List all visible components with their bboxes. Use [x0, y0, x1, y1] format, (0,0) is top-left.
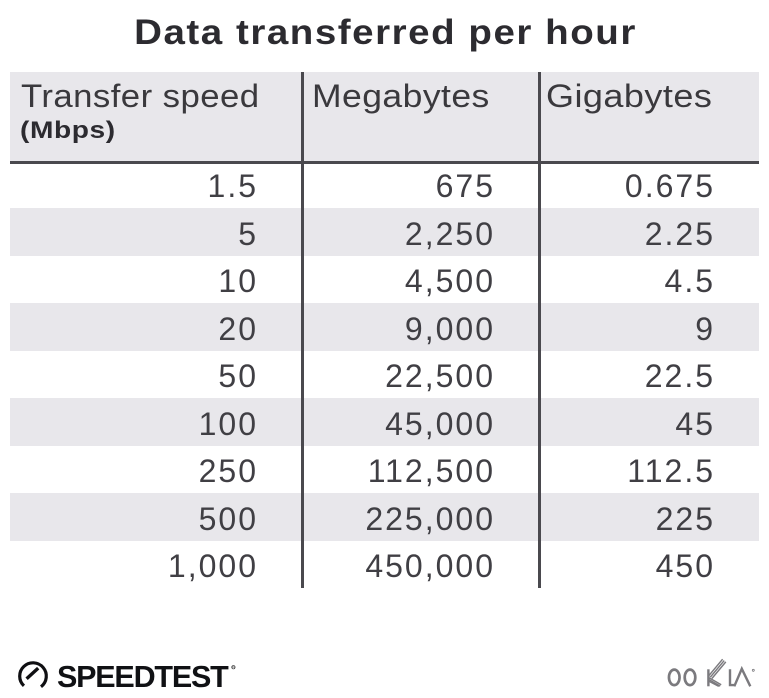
- svg-text:R: R: [232, 665, 236, 671]
- svg-text:SPEEDTEST: SPEEDTEST: [57, 660, 229, 694]
